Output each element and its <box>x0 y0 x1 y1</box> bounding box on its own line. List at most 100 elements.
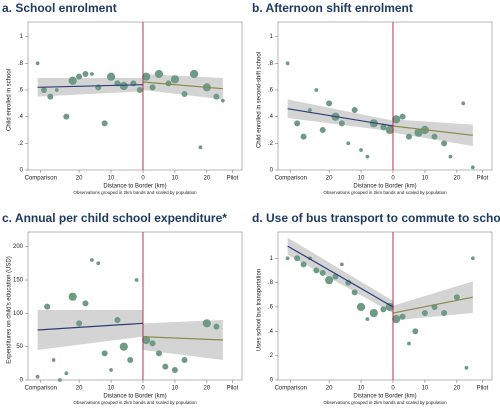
point <box>448 154 453 159</box>
point <box>149 340 156 347</box>
y-tick-label: 50 <box>16 344 23 350</box>
point <box>380 306 387 313</box>
x-tick-label: 20 <box>326 386 333 392</box>
x-tick-label: 10 <box>358 386 365 392</box>
point <box>189 69 199 79</box>
point <box>326 100 333 107</box>
point <box>399 113 406 120</box>
point <box>453 294 460 301</box>
fit-line <box>287 108 394 127</box>
y-tick-label: .8 <box>268 280 274 286</box>
note: Observations grouped in 2km bands and sc… <box>323 400 447 405</box>
point <box>325 276 334 285</box>
x-tick-label: Comparison <box>25 386 57 392</box>
fit-line <box>392 125 473 136</box>
panel: c. Annual per child school expenditure* 0… <box>0 211 248 417</box>
point <box>351 107 358 113</box>
point <box>365 317 370 322</box>
x-tick-label: 20 <box>454 386 461 392</box>
point <box>339 262 344 267</box>
plot-area <box>27 21 243 171</box>
point <box>470 256 475 261</box>
y-axis-title: Uses school bus transportation <box>257 269 263 351</box>
panel-title: b. Afternoon shift enrolment <box>252 1 413 15</box>
point <box>154 69 164 79</box>
x-tick-label: 20 <box>204 176 211 182</box>
point <box>89 258 94 262</box>
point <box>380 124 387 131</box>
point <box>338 120 345 127</box>
x-tick-label: 20 <box>76 176 83 182</box>
point <box>162 363 169 370</box>
point <box>421 310 428 317</box>
confidence-band <box>142 320 223 360</box>
point <box>441 140 448 147</box>
point <box>142 72 151 81</box>
point <box>54 88 59 92</box>
x-tick-label: Pilot <box>477 176 489 182</box>
point <box>35 374 40 379</box>
x-tick-label: 10 <box>108 176 115 182</box>
point <box>155 350 162 357</box>
x-tick-label: Comparison <box>275 176 307 182</box>
point <box>171 367 178 373</box>
point <box>149 84 156 91</box>
point <box>181 91 188 97</box>
note: Observations grouped in 2km bands and sc… <box>73 400 197 405</box>
point <box>294 255 301 262</box>
plot-background <box>0 18 248 208</box>
confidence-band <box>287 237 393 314</box>
point <box>392 315 401 324</box>
point <box>44 303 51 310</box>
note: Observations grouped in 2km bands and sc… <box>73 190 197 195</box>
y-tick-label: .6 <box>268 305 274 311</box>
point <box>114 317 121 323</box>
panel-title: c. Annual per child school expenditure* <box>2 211 227 225</box>
note: Observations grouped in 2km bands and sc… <box>323 190 447 195</box>
point <box>365 154 370 159</box>
y-axis-title: Child enrolled in second-shift school <box>257 52 263 148</box>
point <box>412 328 419 335</box>
point <box>96 261 101 266</box>
point <box>82 71 89 77</box>
point <box>76 320 83 327</box>
point <box>109 368 113 372</box>
plot-area <box>277 21 493 171</box>
panel-title: a. School enrolment <box>2 1 117 15</box>
y-tick-label: 1 <box>20 34 24 40</box>
point <box>82 300 89 307</box>
x-tick-label: Pilot <box>227 386 239 392</box>
point <box>35 61 40 66</box>
y-tick-label: .6 <box>18 88 24 94</box>
x-tick-label: 20 <box>454 176 461 182</box>
point <box>285 256 290 261</box>
point <box>63 113 70 120</box>
point <box>76 73 83 80</box>
point <box>294 120 301 127</box>
y-tick-label: 150 <box>13 278 24 284</box>
y-tick-label: .2 <box>268 141 274 147</box>
y-tick-label: .2 <box>268 353 274 359</box>
point <box>47 93 54 100</box>
point <box>405 133 412 140</box>
point <box>319 269 326 276</box>
x-tick-label: Comparison <box>25 176 57 182</box>
point <box>441 310 448 317</box>
fit-line <box>287 245 394 308</box>
point <box>119 81 128 91</box>
y-tick-label: .2 <box>18 141 24 147</box>
confidence-band <box>392 281 473 321</box>
x-tick-label: Comparison <box>275 386 307 392</box>
x-tick-label: Pilot <box>227 176 239 182</box>
x-tick-label: 10 <box>358 176 365 182</box>
point <box>300 133 307 140</box>
point <box>89 72 94 76</box>
point <box>213 93 220 100</box>
y-tick-label: 200 <box>13 244 24 250</box>
point <box>385 125 394 135</box>
panel-title: d. Use of bus transport to commute to sc… <box>252 211 500 225</box>
panel: d. Use of bus transport to commute to sc… <box>250 211 500 417</box>
y-tick-label: 0 <box>270 168 274 174</box>
point <box>198 145 203 150</box>
x-tick-label: 20 <box>326 176 333 182</box>
